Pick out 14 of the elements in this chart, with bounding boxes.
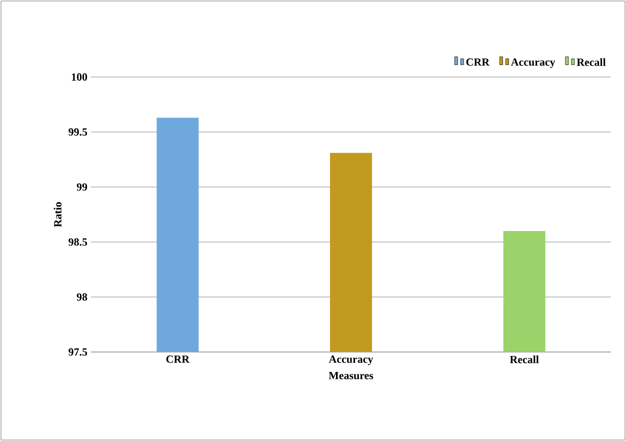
x-axis-title: Measures [328, 372, 374, 380]
x-tick-label: CRR [166, 356, 190, 363]
y-axis-title: Ratio [54, 202, 62, 228]
y-tick-label: 97.5 [68, 348, 88, 356]
y-tick-label: 98 [76, 293, 88, 301]
y-tick-label: 99.5 [68, 128, 88, 136]
y-tick-label: 100 [72, 73, 88, 81]
x-tick-label: Recall [510, 356, 539, 364]
y-tick-label: 98.5 [68, 238, 88, 246]
x-tick-label: Accuracy [328, 356, 374, 366]
legend-label: Accuracy [510, 58, 556, 68]
y-tick-label: 99 [76, 183, 88, 191]
legend-label: Recall [576, 58, 606, 66]
legend-label: CRR [466, 58, 490, 66]
